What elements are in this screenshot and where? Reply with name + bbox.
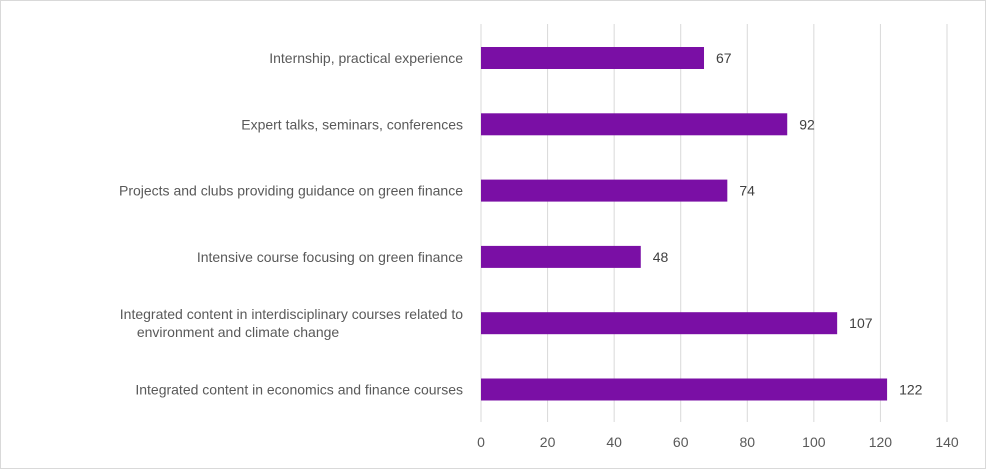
data-labels: 67 92 74 48 107 122 xyxy=(653,50,923,398)
category-labels: Internship, practical experience Expert t… xyxy=(119,50,463,398)
x-tick-label-120: 120 xyxy=(869,434,893,450)
category-label-5-line-2: environment and climate change xyxy=(137,324,340,340)
category-label-6: Integrated content in economics and fina… xyxy=(135,382,463,398)
category-label-4: Intensive course focusing on green finan… xyxy=(197,249,463,265)
category-label-3: Projects and clubs providing guidance on… xyxy=(119,183,463,199)
x-tick-label-80: 80 xyxy=(739,434,755,450)
category-label-1: Internship, practical experience xyxy=(269,50,463,66)
data-label-2: 92 xyxy=(799,116,815,132)
x-tick-label-20: 20 xyxy=(540,434,556,450)
category-label-5-line-1: Integrated content in interdisciplinary … xyxy=(120,306,463,322)
bars xyxy=(481,47,888,401)
x-tick-labels: 0 20 40 60 80 100 120 140 xyxy=(477,434,959,450)
x-tick-label-60: 60 xyxy=(673,434,689,450)
data-label-5: 107 xyxy=(849,315,873,331)
bar-6 xyxy=(481,378,888,401)
data-label-4: 48 xyxy=(653,249,669,265)
x-tick-label-100: 100 xyxy=(802,434,826,450)
x-tick-label-40: 40 xyxy=(606,434,622,450)
bar-1 xyxy=(481,47,705,69)
bar-2 xyxy=(481,113,788,136)
data-label-1: 67 xyxy=(716,50,732,66)
bar-4 xyxy=(481,245,641,268)
data-label-6: 122 xyxy=(899,382,923,398)
data-label-3: 74 xyxy=(739,183,755,199)
x-tick-label-140: 140 xyxy=(935,434,959,450)
x-tick-label-0: 0 xyxy=(477,434,485,450)
bar-5 xyxy=(481,312,838,335)
gridlines xyxy=(480,24,948,422)
category-label-2: Expert talks, seminars, conferences xyxy=(241,116,463,132)
bar-3 xyxy=(481,179,728,202)
